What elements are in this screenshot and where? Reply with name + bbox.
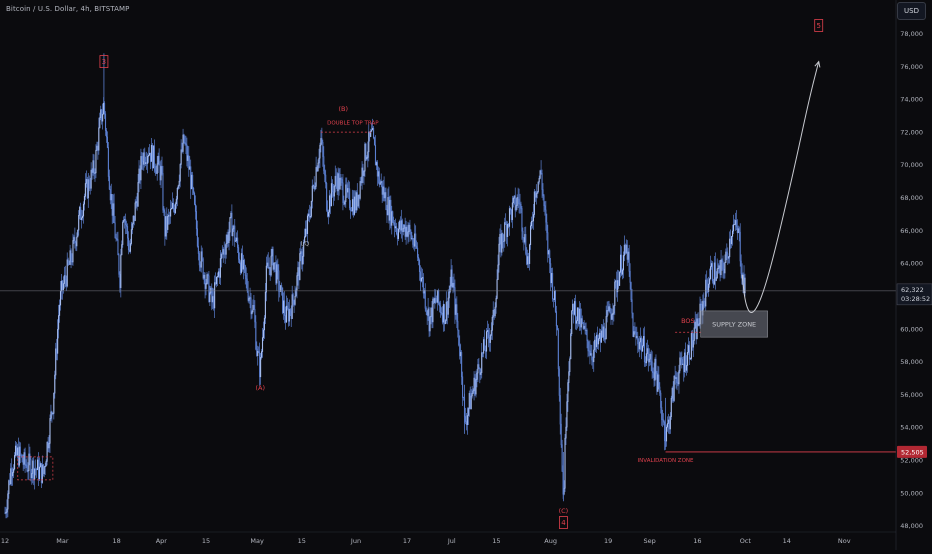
annotation-5-box xyxy=(814,19,824,32)
y-tick-label: 56,000 xyxy=(900,391,923,399)
x-tick-label: Jul xyxy=(447,537,456,545)
annotation-double-top-trap: DOUBLE TOP TRAP xyxy=(327,120,379,126)
countdown-label: 03:28:52 xyxy=(901,295,930,303)
x-tick-label: 15 xyxy=(492,537,500,545)
annotation-4-box xyxy=(559,516,568,529)
annotation-a: (A) xyxy=(256,384,266,392)
y-tick-label: 74,000 xyxy=(900,96,923,104)
x-tick-label: Nov xyxy=(838,537,851,545)
y-tick-label: 68,000 xyxy=(900,194,923,202)
annotation-c: (C) xyxy=(559,507,569,515)
annotation-5: 5 xyxy=(816,22,820,30)
x-tick-label: Sep xyxy=(643,537,655,545)
y-tick-label: 70,000 xyxy=(900,161,923,169)
y-tick-label: 52,000 xyxy=(900,456,923,464)
invalidation-price-label: 52,505 xyxy=(901,448,924,456)
x-tick-label: Jun xyxy=(350,537,361,545)
y-tick-label: 54,000 xyxy=(900,424,923,432)
consolidation-box xyxy=(17,456,54,481)
y-tick-label: 50,000 xyxy=(900,489,923,497)
projection-curve xyxy=(741,61,820,313)
last-price-tag xyxy=(896,283,932,306)
last-price-label: 62,322 xyxy=(901,286,924,294)
x-tick-label: 15 xyxy=(298,537,306,545)
annotation-b: (B) xyxy=(338,105,348,113)
invalidation-price-tag xyxy=(897,445,927,458)
x-tick-label: 17 xyxy=(403,537,411,545)
y-tick-label: 58,000 xyxy=(900,358,923,366)
chart-title: Bitcoin / U.S. Dollar, 4h, BITSTAMP xyxy=(6,5,130,13)
y-tick-label: 64,000 xyxy=(900,260,923,268)
projection-arrowhead xyxy=(814,60,821,68)
annotation-3-box xyxy=(99,55,109,68)
x-tick-label: 19 xyxy=(604,537,612,545)
candles-layer xyxy=(4,53,746,519)
x-tick-label: Aug xyxy=(544,537,557,545)
x-tick-label: Mar xyxy=(56,537,69,545)
annotation-bos: BOS xyxy=(681,317,695,325)
supply-zone-label: SUPPLY ZONE xyxy=(712,321,756,329)
x-tick-label: 15 xyxy=(202,537,210,545)
currency-button[interactable]: USD xyxy=(897,2,926,20)
x-tick-label: Oct xyxy=(740,537,752,545)
x-tick-label: 12 xyxy=(1,537,9,545)
annotations-layer: 3 (A) (B) DOUBLE TOP TRAP LQ (C) 4 BOS INVALIDAT… xyxy=(99,19,824,529)
y-tick-label: 72,000 xyxy=(900,128,923,136)
annotation-lq: LQ xyxy=(301,240,310,248)
annotation-4: 4 xyxy=(561,519,566,527)
annotation-invalidation-zone: INVALIDATION ZONE xyxy=(638,458,694,464)
y-tick-label: 48,000 xyxy=(900,522,923,530)
overlays-layer: SUPPLY ZONE xyxy=(0,60,896,481)
y-tick-label: 66,000 xyxy=(900,227,923,235)
x-tick-label: 14 xyxy=(783,537,791,545)
y-tick-label: 76,000 xyxy=(900,63,923,71)
y-tick-label: 78,000 xyxy=(900,30,923,38)
y-tick-label: 60,000 xyxy=(900,325,923,333)
x-tick-label: 16 xyxy=(693,537,701,545)
x-tick-label: May xyxy=(250,537,264,545)
x-tick-label: 18 xyxy=(113,537,121,545)
x-tick-label: Apr xyxy=(156,537,168,545)
annotation-3: 3 xyxy=(102,58,106,66)
supply-zone-rect xyxy=(700,310,768,338)
